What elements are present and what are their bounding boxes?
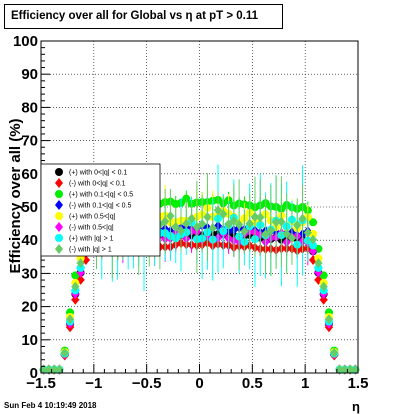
legend-entry: (-) with 0.5<|q| [69,225,114,232]
legend-entry: (-) with 0<|q| < 0.1 [69,181,126,188]
data-point [187,213,196,224]
data-point [39,364,48,375]
y-tick-label: 60 [21,166,38,183]
data-point [50,364,59,375]
data-point [166,210,175,221]
data-point [309,241,318,250]
data-point [256,212,265,223]
legend-marker [55,200,63,210]
x-tick-label: 0 [195,375,203,392]
legend-marker [55,234,63,242]
x-tick-label: 1.5 [348,375,369,392]
legend-marker [55,244,63,254]
timestamp: Sun Feb 4 10:19:49 2018 [4,401,97,410]
legend-marker [55,190,63,198]
data-point [309,218,318,227]
y-tick-label: 40 [21,232,38,249]
data-point [76,258,85,269]
data-point [44,364,53,375]
data-point [224,219,233,230]
legend-entry: (+) with 0<|q| < 0.1 [69,170,127,177]
legend-marker [55,168,63,176]
data-point [203,212,212,223]
data-point [266,225,275,236]
data-point [213,205,222,216]
data-point [60,347,69,358]
legend-box [40,163,161,257]
y-tick-label: 20 [21,299,38,316]
data-point [66,314,75,325]
data-point [340,364,349,375]
legend-marker [55,212,63,220]
data-point [219,209,228,220]
x-tick-label: −0.5 [132,375,162,392]
data-point [309,234,318,245]
data-point [293,220,302,231]
y-tick-label: 70 [21,133,38,150]
y-tick-label: 30 [21,265,38,282]
data-point [71,294,80,305]
data-point [351,364,360,375]
y-tick-label: 0 [30,365,38,382]
data-point [182,218,191,229]
data-point [208,222,217,233]
data-point [324,314,333,325]
data-point [303,227,312,238]
data-point [229,215,238,226]
x-axis-title: η [352,399,360,414]
series-1 [39,237,360,375]
data-point [335,364,344,375]
y-tick-label: 90 [21,66,38,83]
data-point [198,218,207,229]
data-point [177,225,186,236]
y-tick-label: 50 [21,199,38,216]
y-axis-title: Efficiency over all (%) [7,118,24,273]
y-tick-label: 10 [21,332,38,349]
data-point [319,294,328,305]
data-point [314,258,323,269]
x-tick-label: 1 [301,375,309,392]
tick-labels: −1.5 −1 −0.5 0 0.5 1 1.5 0 10 20 30 40 50 60 70 80 90 100 [13,33,368,392]
data-point [250,211,259,222]
legend-entry: (+) with |q| > 1 [69,236,114,243]
legend-entry: (-) with 0.1<|q| < 0.5 [69,203,131,210]
legend-entry: (-) with |q| > 1 [69,247,112,254]
x-tick-label: −1.5 [26,375,56,392]
data-point [240,226,249,237]
data-point [55,364,64,375]
data-point [245,218,254,229]
y-tick-label: 80 [21,99,38,116]
legend: (+) with 0<|q| < 0.1 (-) with 0<|q| < 0.1… [40,163,161,257]
y-tick-label: 100 [13,33,38,50]
legend-marker [55,178,63,188]
data-point [277,216,286,227]
x-tick-label: −1 [85,375,102,392]
data-point [298,213,307,224]
data-point [235,219,244,230]
data-point [330,347,339,358]
legend-marker [55,222,63,232]
legend-entry: (+) with 0.5<|q| [69,214,116,221]
data-point [272,217,281,228]
data-point [182,194,191,203]
data-point [161,216,170,227]
legend-entry: (+) with 0.1<|q| < 0.5 [69,192,133,199]
data-point [282,228,291,239]
data-point [346,364,355,375]
data-point [319,281,328,292]
chart-title: Efficiency over all for Global vs η at p… [4,4,283,29]
x-tick-label: 0.5 [242,375,263,392]
data-point [261,229,270,240]
data-point [287,233,296,244]
data-point [171,221,180,232]
data-point [71,281,80,292]
